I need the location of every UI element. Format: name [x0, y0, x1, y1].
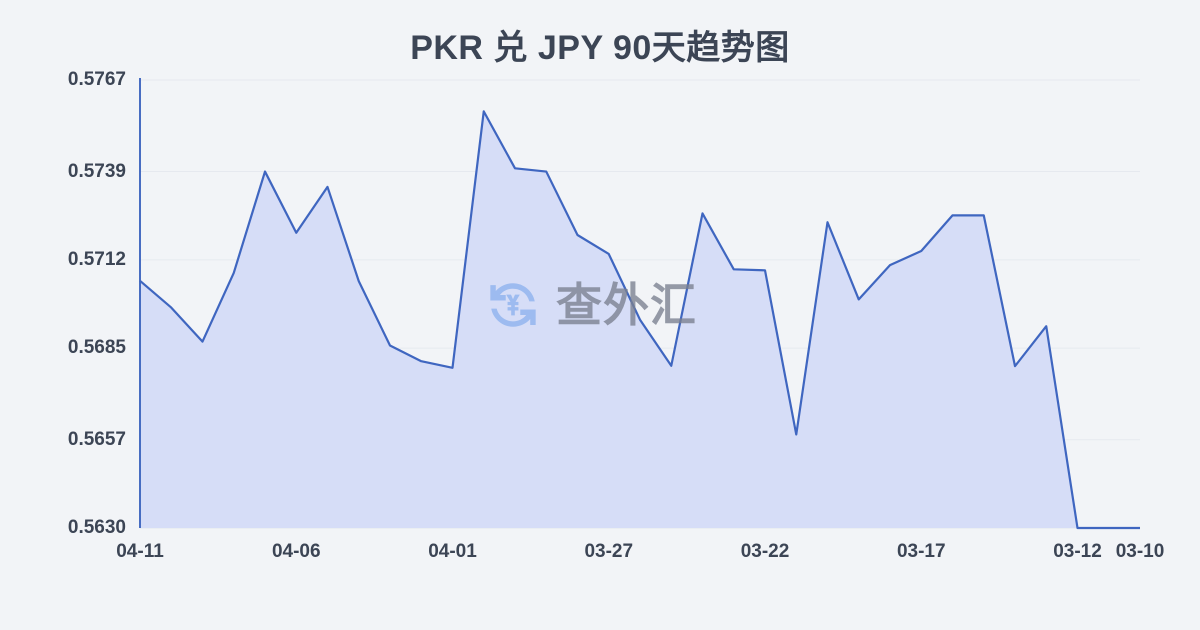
- x-axis-tick-label: 03-12: [1053, 541, 1102, 562]
- y-axis-tick-label: 0.5630: [67, 517, 126, 538]
- y-axis-tick-label: 0.5712: [67, 248, 126, 270]
- x-axis-tick-label: 04-11: [116, 541, 164, 562]
- x-axis-tick-label: 03-17: [896, 541, 946, 562]
- y-axis-tick-label: 0.5685: [67, 337, 126, 359]
- x-axis-tick-label: 03-22: [740, 541, 790, 562]
- y-axis-tick-label: 0.5767: [67, 69, 126, 90]
- x-axis-tick-label: 04-01: [428, 541, 477, 562]
- x-axis-tick-label: 04-06: [271, 541, 321, 562]
- trend-line-path: [139, 110, 1140, 530]
- x-axis-tick-label: 03-27: [584, 541, 634, 562]
- chart-title: PKR 兑 JPY 90天趋势图: [410, 29, 790, 67]
- y-axis-tick-label: 0.5657: [67, 428, 126, 450]
- x-axis-tick-label: 03-10: [1115, 541, 1165, 562]
- y-axis-tick-label: 0.5739: [67, 160, 126, 182]
